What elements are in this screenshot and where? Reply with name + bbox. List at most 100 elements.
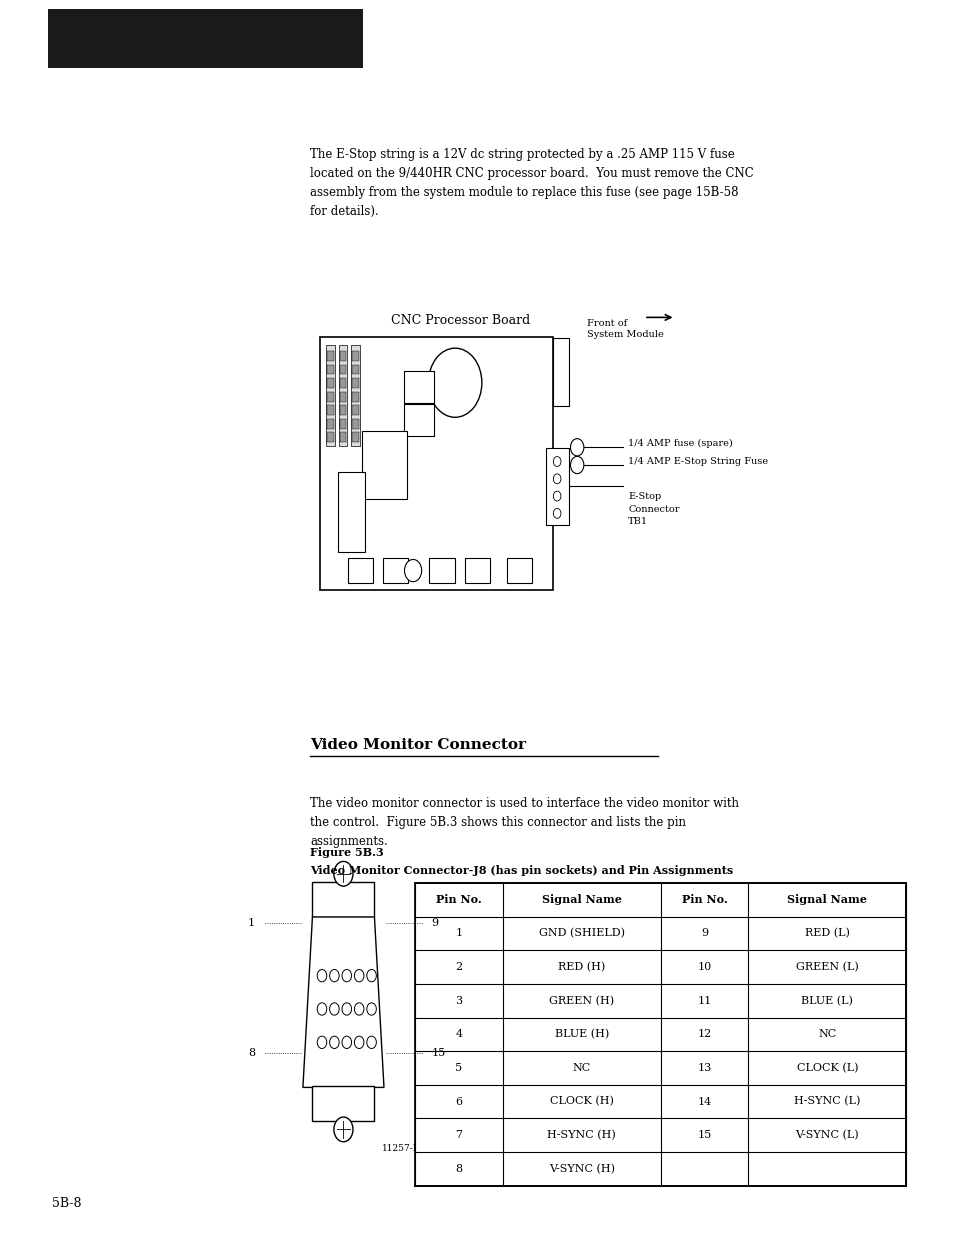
Text: 9/440HR CNC/Drive System: 9/440HR CNC/Drive System <box>59 48 193 58</box>
Text: The E-Stop string is a 12V dc string protected by a .25 AMP 115 V fuse
located o: The E-Stop string is a 12V dc string pro… <box>310 148 753 219</box>
Bar <box>352 419 358 429</box>
Text: 2: 2 <box>455 962 462 972</box>
Bar <box>464 558 490 583</box>
Circle shape <box>553 509 560 519</box>
Circle shape <box>316 1036 326 1049</box>
Bar <box>352 378 358 388</box>
Text: 12: 12 <box>697 1029 711 1040</box>
Bar <box>347 558 373 583</box>
Text: 9: 9 <box>700 929 707 939</box>
Text: GREEN (H): GREEN (H) <box>549 995 614 1005</box>
Circle shape <box>366 1003 375 1015</box>
Text: Video Monitor Connector: Video Monitor Connector <box>310 739 525 752</box>
Circle shape <box>342 969 351 982</box>
Bar <box>339 378 346 388</box>
Circle shape <box>570 457 583 474</box>
Bar <box>313 882 374 916</box>
Circle shape <box>334 862 353 887</box>
Circle shape <box>570 438 583 456</box>
Text: The video monitor connector is used to interface the video monitor with
the cont: The video monitor connector is used to i… <box>310 797 739 847</box>
Text: NC: NC <box>572 1063 590 1073</box>
Text: CLOCK (H): CLOCK (H) <box>549 1097 613 1107</box>
Bar <box>339 364 346 374</box>
Text: Video Monitor Connector-J8 (has pin sockets) and Pin Assignments: Video Monitor Connector-J8 (has pin sock… <box>310 864 733 876</box>
Circle shape <box>316 1003 326 1015</box>
Text: CNC Processor Board: CNC Processor Board <box>391 314 530 327</box>
Bar <box>415 883 905 1186</box>
Text: NC: NC <box>818 1029 836 1040</box>
Bar <box>339 391 346 401</box>
Text: 6: 6 <box>455 1097 462 1107</box>
Text: GND (SHIELD): GND (SHIELD) <box>538 929 624 939</box>
Text: E-Stop
Connector
TB1: E-Stop Connector TB1 <box>627 493 679 526</box>
Circle shape <box>553 492 560 501</box>
Circle shape <box>342 1036 351 1049</box>
Text: CLOCK (L): CLOCK (L) <box>796 1063 857 1073</box>
Text: 15: 15 <box>431 1049 445 1058</box>
Circle shape <box>355 1003 364 1015</box>
Bar <box>339 351 346 361</box>
Bar <box>339 432 346 442</box>
Bar <box>327 432 334 442</box>
Text: Signal Name: Signal Name <box>541 894 621 905</box>
Text: 11257-I: 11257-I <box>381 1144 417 1153</box>
Text: Front of
System Module: Front of System Module <box>586 319 662 340</box>
Bar <box>327 391 334 401</box>
Circle shape <box>366 969 375 982</box>
Bar <box>48 9 362 68</box>
Bar <box>429 558 455 583</box>
Circle shape <box>553 474 560 484</box>
Circle shape <box>342 1003 351 1015</box>
Circle shape <box>553 457 560 467</box>
Text: 14: 14 <box>697 1097 711 1107</box>
Text: 13: 13 <box>697 1063 711 1073</box>
Bar <box>352 391 358 401</box>
Text: H-SYNC (L): H-SYNC (L) <box>793 1097 860 1107</box>
Text: Figure 5B.3: Figure 5B.3 <box>310 847 383 858</box>
Circle shape <box>330 1036 339 1049</box>
Bar <box>361 431 407 499</box>
Circle shape <box>366 1036 375 1049</box>
Text: 7: 7 <box>455 1130 462 1140</box>
Text: Pin No.: Pin No. <box>681 894 726 905</box>
Text: 5: 5 <box>455 1063 462 1073</box>
Circle shape <box>330 969 339 982</box>
Text: V-SYNC (H): V-SYNC (H) <box>548 1163 614 1174</box>
Circle shape <box>355 969 364 982</box>
Bar <box>382 558 408 583</box>
Text: BLUE (H): BLUE (H) <box>554 1029 608 1040</box>
Text: 3: 3 <box>455 995 462 1005</box>
Bar <box>327 405 334 415</box>
Bar <box>352 405 358 415</box>
Text: 8: 8 <box>248 1049 255 1058</box>
Text: 1/4 AMP fuse (spare): 1/4 AMP fuse (spare) <box>627 438 732 448</box>
Text: 4: 4 <box>455 1029 462 1040</box>
Text: 15: 15 <box>697 1130 711 1140</box>
Bar <box>338 345 347 446</box>
Bar <box>339 405 346 415</box>
Bar <box>339 419 346 429</box>
Bar <box>319 337 553 590</box>
Bar <box>403 404 434 436</box>
Bar <box>327 419 334 429</box>
Text: GREEN (L): GREEN (L) <box>795 962 858 972</box>
Bar <box>327 378 334 388</box>
Text: 1/4 AMP E-Stop String Fuse: 1/4 AMP E-Stop String Fuse <box>627 457 767 466</box>
Bar <box>327 364 334 374</box>
Circle shape <box>330 1003 339 1015</box>
Circle shape <box>404 559 421 582</box>
Text: V-SYNC (L): V-SYNC (L) <box>795 1130 859 1140</box>
Text: 1: 1 <box>455 929 462 939</box>
Bar <box>352 432 358 442</box>
Text: 9: 9 <box>431 918 438 927</box>
Bar <box>338 472 365 552</box>
Text: Section 5B: Section 5B <box>59 22 126 32</box>
Circle shape <box>316 969 326 982</box>
Bar <box>352 364 358 374</box>
Bar <box>327 351 334 361</box>
Polygon shape <box>303 916 383 1088</box>
Text: H-SYNC (H): H-SYNC (H) <box>547 1130 616 1140</box>
Text: 1: 1 <box>248 918 255 927</box>
Circle shape <box>334 1116 353 1141</box>
Bar <box>326 345 335 446</box>
